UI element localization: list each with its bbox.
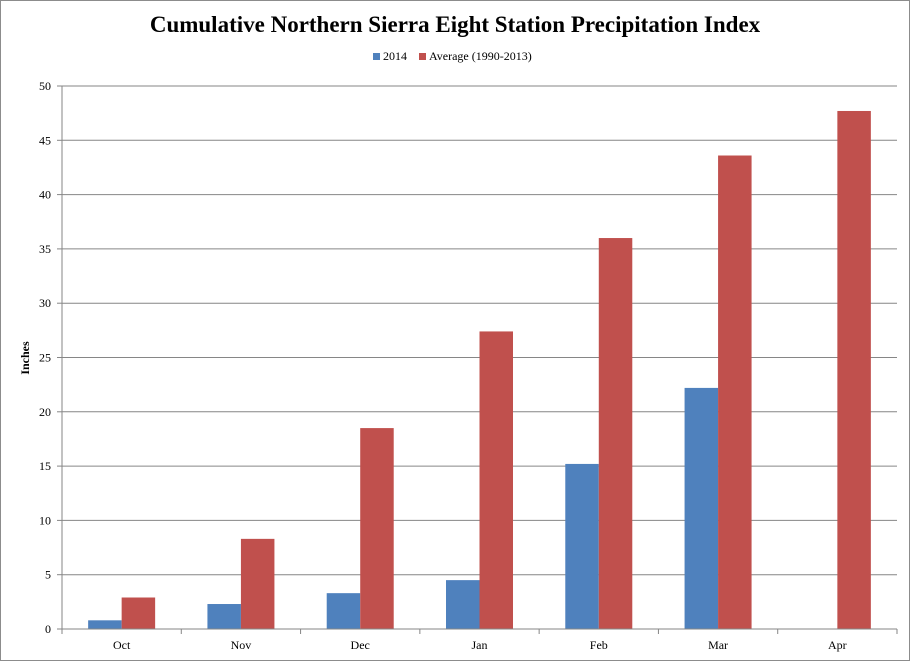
y-tick-label: 25 [39, 351, 51, 365]
y-tick-label: 45 [39, 133, 51, 147]
bar-average-1990-2013-nov [240, 538, 275, 629]
legend-label: 2014 [383, 49, 407, 63]
x-tick-label: Feb [590, 638, 608, 652]
bar-2014-nov [207, 604, 241, 629]
x-tick-label: Oct [113, 638, 131, 652]
y-axis-ticks: 0 5 10 15 20 25 30 35 40 45 50 [39, 79, 51, 636]
x-tick-label: Mar [708, 638, 728, 652]
bar-average-1990-2013-oct [121, 597, 156, 629]
axes [57, 85, 898, 634]
chart-title: Cumulative Northern Sierra Eight Station… [150, 12, 761, 37]
y-tick-label: 30 [39, 296, 51, 310]
bar-2014-jan [446, 580, 480, 629]
bar-average-1990-2013-feb [598, 238, 633, 630]
legend-swatch [419, 53, 426, 60]
y-tick-label: 0 [45, 622, 51, 636]
legend: 2014 Average (1990-2013) [373, 49, 532, 63]
bar-2014-dec [326, 593, 361, 629]
x-tick-label: Nov [231, 638, 252, 652]
y-tick-label: 10 [39, 513, 51, 527]
y-tick-label: 35 [39, 242, 51, 256]
x-tick-label: Jan [472, 638, 488, 652]
bar-2014-feb [565, 463, 599, 629]
legend-swatch [373, 53, 380, 60]
bar-average-1990-2013-jan [479, 331, 513, 629]
legend-label: Average (1990-2013) [429, 49, 532, 63]
bar-average-1990-2013-dec [360, 428, 394, 629]
y-tick-label: 5 [45, 568, 51, 582]
bar-average-1990-2013-apr [837, 110, 871, 629]
x-tick-label: Apr [828, 638, 847, 652]
y-tick-label: 50 [39, 79, 51, 93]
x-axis-ticks: Oct Nov Dec Jan Feb Mar Apr [113, 638, 847, 652]
y-tick-label: 15 [39, 459, 51, 473]
bar-2014-oct [88, 620, 122, 629]
bar-average-1990-2013-mar [718, 155, 752, 629]
bars [88, 110, 871, 630]
bar-2014-mar [684, 387, 719, 629]
y-tick-label: 20 [39, 405, 51, 419]
x-tick-label: Dec [351, 638, 370, 652]
y-tick-label: 40 [39, 188, 51, 202]
y-axis-label: Inches [18, 341, 32, 375]
